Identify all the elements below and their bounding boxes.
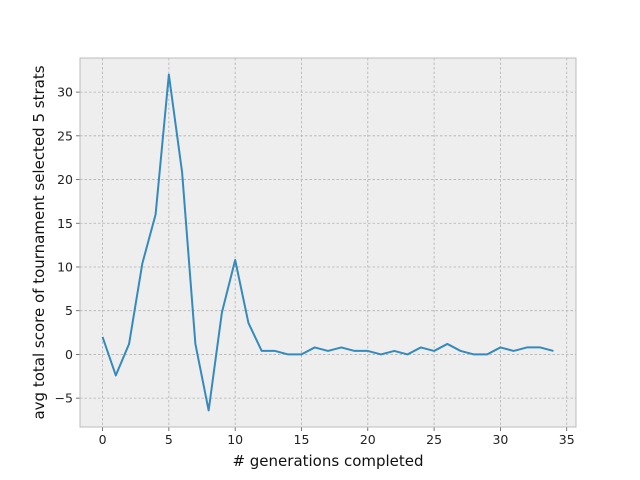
x-axis-label: # generations completed xyxy=(232,452,423,470)
x-tick-label: 15 xyxy=(294,432,310,447)
plot-frame xyxy=(79,57,577,428)
series xyxy=(101,73,554,412)
x-tick-label: 20 xyxy=(360,432,376,447)
y-tick-label: 15 xyxy=(57,216,73,231)
x-tick-label: 25 xyxy=(426,432,442,447)
plot-background xyxy=(80,58,576,427)
ticks: 0 5 10 15 20 25 30 35 −5 0 5 10 15 20 25 30 xyxy=(55,85,575,447)
x-tick-label: 0 xyxy=(99,432,107,447)
y-tick-label: −5 xyxy=(55,391,73,406)
y-tick-label: 0 xyxy=(65,347,73,362)
y-tick-label: 5 xyxy=(65,303,73,318)
y-tick-label: 30 xyxy=(57,85,73,100)
grid xyxy=(80,58,576,427)
x-tick-label: 35 xyxy=(559,432,575,447)
y-tick-label: 10 xyxy=(57,259,73,274)
y-tick-label: 25 xyxy=(57,128,73,143)
x-tick-label: 5 xyxy=(165,432,173,447)
x-tick-label: 10 xyxy=(227,432,243,447)
series-line xyxy=(101,73,554,412)
x-tick-label: 30 xyxy=(492,432,508,447)
y-tick-label: 20 xyxy=(57,172,73,187)
y-axis-label: avg total score of tournament selected 5… xyxy=(30,65,48,419)
